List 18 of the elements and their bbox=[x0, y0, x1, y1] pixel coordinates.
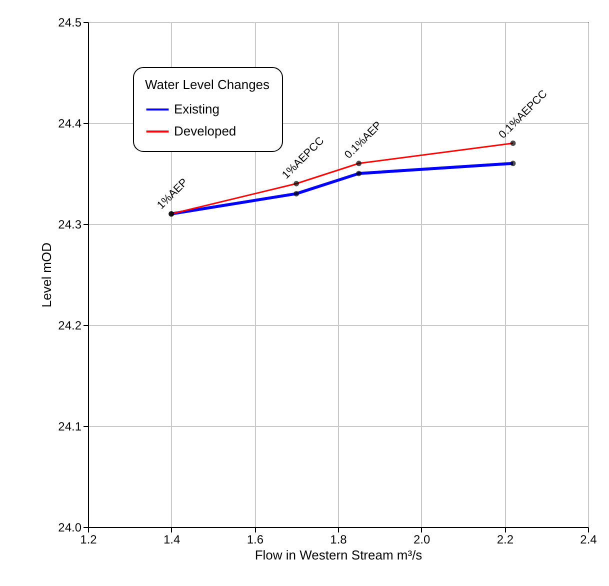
x-tick-label: 1.2 bbox=[80, 532, 98, 546]
x-tick-label: 1.8 bbox=[330, 532, 348, 546]
y-tick-label: 24.0 bbox=[58, 520, 82, 534]
y-tick-label: 24.4 bbox=[58, 116, 82, 130]
x-tick-label: 2.0 bbox=[413, 532, 430, 546]
x-tick-label: 2.2 bbox=[496, 532, 514, 546]
legend-title: Water Level Changes bbox=[145, 77, 270, 92]
x-axis-title: Flow in Western Stream m³/s bbox=[254, 548, 423, 562]
legend-label: Existing bbox=[174, 102, 220, 116]
y-tick-label: 24.2 bbox=[58, 318, 82, 332]
legend-label: Developed bbox=[174, 124, 236, 138]
y-axis-title: Level mOD bbox=[39, 242, 54, 308]
x-tick-label: 1.4 bbox=[163, 532, 180, 546]
y-tick-label: 24.5 bbox=[58, 16, 82, 30]
x-tick-label: 1.6 bbox=[246, 532, 264, 546]
x-tick-label: 2.4 bbox=[580, 532, 598, 546]
y-tick-label: 24.3 bbox=[58, 218, 82, 232]
y-tick-label: 24.1 bbox=[58, 420, 82, 434]
